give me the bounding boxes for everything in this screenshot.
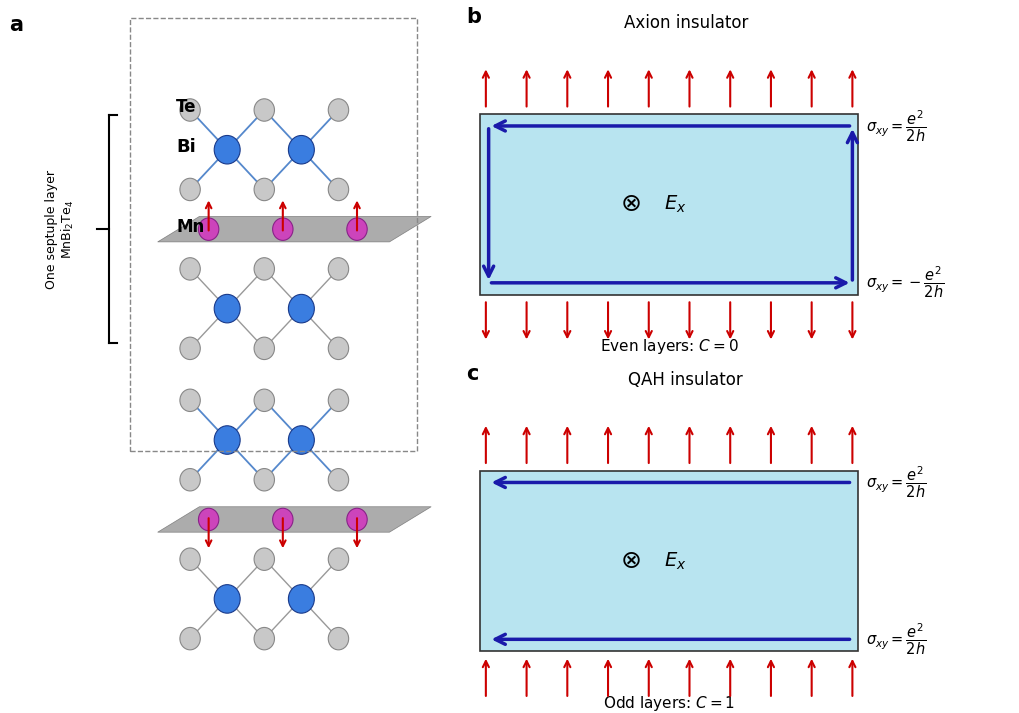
Circle shape (180, 257, 201, 280)
Circle shape (214, 426, 240, 454)
Circle shape (214, 135, 240, 164)
Text: $\sigma_{xy}=\dfrac{e^2}{2h}$: $\sigma_{xy}=\dfrac{e^2}{2h}$ (866, 622, 926, 657)
Circle shape (254, 257, 274, 280)
Circle shape (214, 294, 240, 323)
Text: Axion insulator: Axion insulator (624, 14, 748, 32)
Circle shape (180, 627, 201, 650)
Circle shape (328, 99, 348, 121)
Circle shape (254, 99, 274, 121)
Circle shape (273, 218, 293, 240)
Circle shape (254, 389, 274, 411)
Text: Even layers: $C = 0$: Even layers: $C = 0$ (600, 337, 739, 356)
Text: $\sigma_{xy}=\dfrac{e^2}{2h}$: $\sigma_{xy}=\dfrac{e^2}{2h}$ (866, 465, 926, 500)
Circle shape (328, 178, 348, 200)
Circle shape (328, 548, 348, 570)
Circle shape (288, 585, 314, 613)
Circle shape (346, 508, 367, 530)
Circle shape (328, 389, 348, 411)
Text: b: b (467, 7, 481, 27)
Text: Mn: Mn (176, 217, 205, 235)
Circle shape (254, 337, 274, 359)
Circle shape (254, 468, 274, 491)
Text: One septuple layer
MnBi$_2$Te$_4$: One septuple layer MnBi$_2$Te$_4$ (45, 170, 76, 289)
Text: $E_x$: $E_x$ (664, 194, 687, 215)
Circle shape (199, 218, 219, 240)
Circle shape (254, 627, 274, 650)
Text: Te: Te (176, 98, 197, 116)
Bar (480, 471, 858, 651)
Text: $E_x$: $E_x$ (664, 550, 687, 572)
Circle shape (180, 468, 201, 491)
Circle shape (288, 426, 314, 454)
Circle shape (328, 468, 348, 491)
Circle shape (180, 548, 201, 570)
Text: QAH insulator: QAH insulator (629, 371, 743, 389)
Text: $\otimes$: $\otimes$ (621, 549, 641, 573)
Circle shape (180, 337, 201, 359)
Text: Bi: Bi (176, 138, 196, 156)
Polygon shape (158, 507, 431, 532)
Polygon shape (158, 217, 431, 242)
Circle shape (180, 178, 201, 200)
Circle shape (180, 389, 201, 411)
Bar (129, 18, 418, 451)
Bar (480, 114, 858, 294)
Text: Odd layers: $C = 1$: Odd layers: $C = 1$ (603, 694, 735, 713)
Circle shape (328, 627, 348, 650)
Circle shape (346, 218, 367, 240)
Circle shape (288, 135, 314, 164)
Text: $\sigma_{xy}=-\dfrac{e^2}{2h}$: $\sigma_{xy}=-\dfrac{e^2}{2h}$ (866, 265, 945, 300)
Circle shape (254, 178, 274, 200)
Circle shape (214, 585, 240, 613)
Circle shape (180, 99, 201, 121)
Text: $\sigma_{xy}=\dfrac{e^2}{2h}$: $\sigma_{xy}=\dfrac{e^2}{2h}$ (866, 108, 926, 143)
Circle shape (254, 548, 274, 570)
Text: c: c (467, 364, 479, 384)
Circle shape (328, 257, 348, 280)
Circle shape (288, 294, 314, 323)
Circle shape (273, 508, 293, 530)
Text: $\otimes$: $\otimes$ (621, 193, 641, 216)
Circle shape (199, 508, 219, 530)
Circle shape (328, 337, 348, 359)
Text: a: a (9, 15, 23, 35)
